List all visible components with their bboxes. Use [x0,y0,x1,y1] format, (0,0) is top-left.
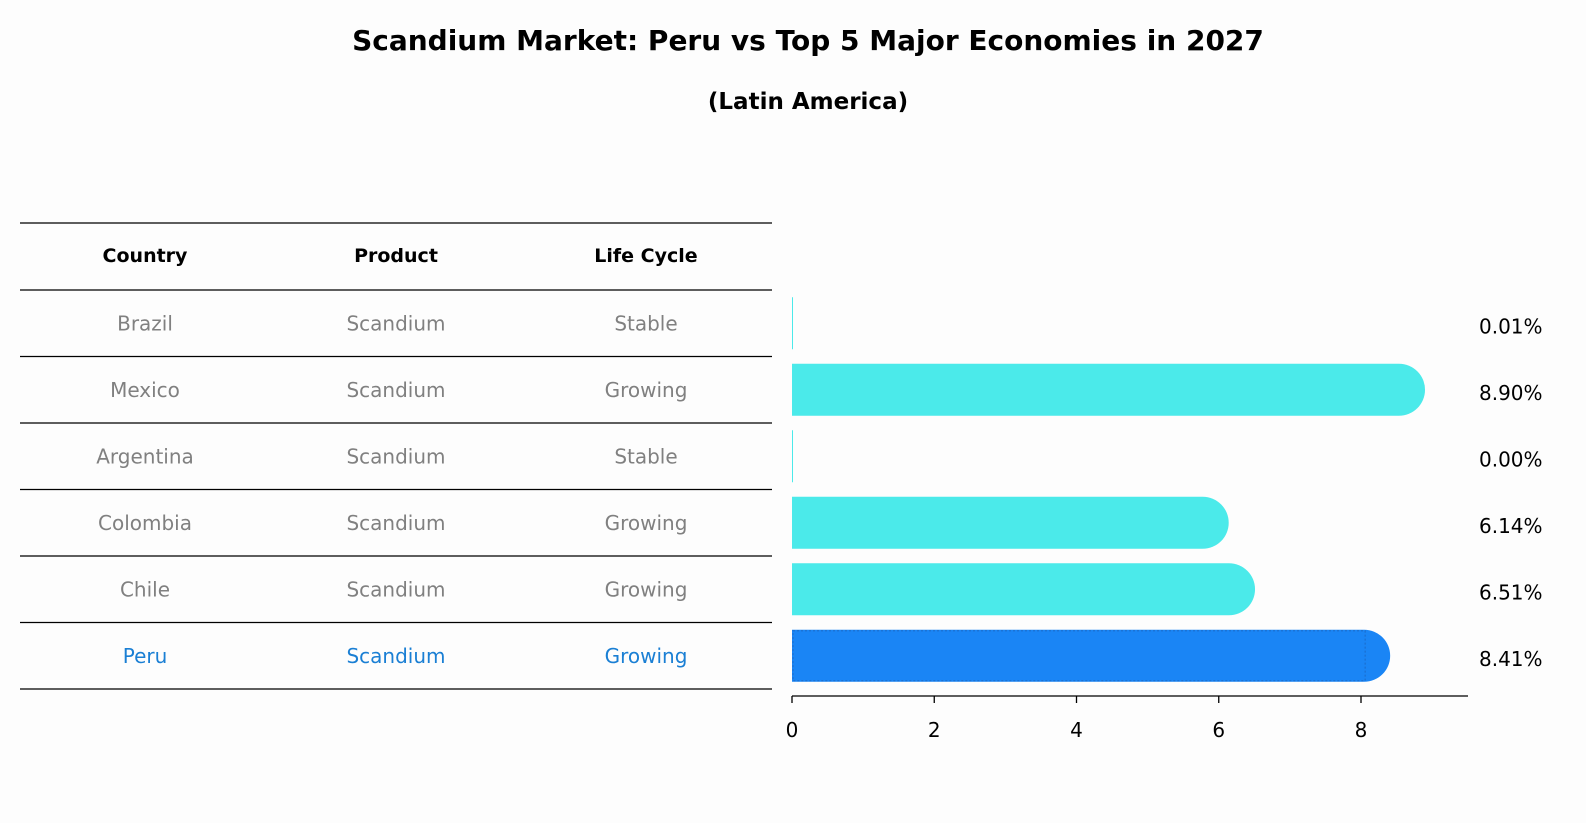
table-cell-product: Scandium [346,577,445,601]
table-cell-product: Scandium [346,378,445,402]
table-cell-country: Mexico [110,378,180,402]
table-cell-country: Chile [120,577,170,601]
chart-title: Scandium Market: Peru vs Top 5 Major Eco… [352,24,1264,57]
bar-highlight-outline [792,630,1366,682]
table-cell-life-cycle: Growing [605,577,688,601]
x-tick-label: 0 [786,718,799,742]
column-header: Country [103,245,189,267]
table-cell-country: Colombia [98,511,192,535]
bar-colombia [792,496,1229,549]
x-axis: 0 2 4 6 8 [786,695,1468,742]
table-cell-life-cycle: Growing [605,644,688,668]
table-cell-life-cycle: Growing [605,378,688,402]
table-cell-product: Scandium [346,444,445,468]
bar-value-label: 0.01% [1479,314,1543,338]
table-cell-country: Peru [123,644,168,668]
bar-value-label: 8.90% [1479,381,1543,405]
table-cell-product: Scandium [346,511,445,535]
table-cell-life-cycle: Growing [605,511,688,535]
bar-mexico [792,363,1426,416]
bar-peru [792,629,1391,682]
bar-value-label: 0.00% [1479,447,1543,471]
bar-value-label: 8.41% [1479,647,1543,671]
table-cell-product: Scandium [346,311,445,335]
table-cell-life-cycle: Stable [614,311,677,335]
x-tick-label: 6 [1212,718,1225,742]
table-cell-product: Scandium [346,644,445,668]
bar-value-label: 6.51% [1479,580,1543,604]
x-tick-label: 2 [928,718,941,742]
bar-value-label: 6.14% [1479,514,1543,538]
table-cell-country: Argentina [96,444,194,468]
bar-chile [792,563,1256,616]
x-tick-label: 8 [1355,718,1368,742]
table-cell-life-cycle: Stable [614,444,677,468]
bar-argentina [792,430,793,483]
x-tick-label: 4 [1070,718,1083,742]
chart-subtitle: (Latin America) [708,89,908,115]
data-table: Country Product Life Cycle Brazil Scandium St… [20,222,772,690]
column-header: Product [354,245,438,267]
bar-plot: 0.01% 8.90% 0.00% 6.14% 6.51% 8.41% [792,297,1543,682]
column-header: Life Cycle [594,245,697,267]
table-cell-country: Brazil [117,311,173,335]
bar-brazil [792,297,793,350]
